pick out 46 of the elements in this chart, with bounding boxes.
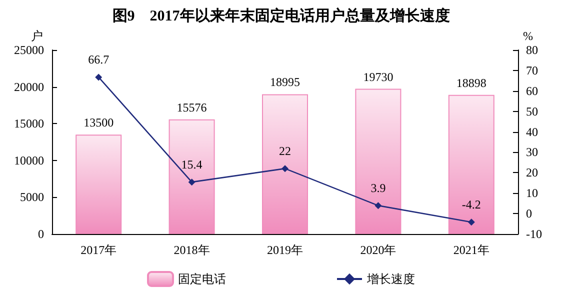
x-tick-label: 2021年	[453, 243, 490, 257]
point	[374, 202, 382, 210]
y-axis-title: 户	[31, 29, 43, 43]
data-label: 18995	[270, 75, 300, 90]
legend-label: 固定电话	[178, 272, 226, 286]
data-label: 15576	[176, 100, 207, 114]
data-label: -4.2	[462, 198, 481, 212]
y-tick-label: 25000	[14, 43, 44, 57]
data-label: 22	[279, 144, 291, 158]
x-tick-label: 2020年	[360, 243, 396, 257]
y2-tick-label: 60	[526, 84, 538, 98]
y-tick-label: 20000	[14, 80, 44, 94]
y2-tick-label: 20	[526, 166, 538, 180]
data-label: 19730	[363, 70, 394, 84]
y2-tick-label: 30	[526, 145, 538, 160]
bar	[76, 134, 122, 234]
y-tick-label: 10000	[14, 153, 44, 168]
point	[188, 178, 196, 186]
y-tick-label: 5000	[20, 190, 44, 204]
point	[468, 218, 475, 226]
data-label: 18898	[456, 76, 486, 90]
data-label: 3.9	[370, 181, 386, 196]
data-label: 66.7	[88, 52, 110, 67]
point	[95, 74, 102, 81]
data-label: 15.4	[181, 158, 202, 172]
y2-tick-label: -10	[526, 227, 542, 241]
y2-tick-label: 40	[526, 124, 538, 139]
bar	[168, 119, 215, 234]
legend-label: 增长速度	[366, 272, 415, 286]
y2-axis-title: %	[523, 29, 533, 43]
x-tick-label: 2018年	[174, 243, 210, 257]
point	[282, 165, 288, 172]
x-tick-label: 2019年	[267, 243, 303, 257]
bar	[448, 94, 494, 234]
y2-tick-label: 0	[526, 206, 532, 221]
y-tick-label: 15000	[14, 116, 44, 131]
bar	[262, 94, 308, 234]
y2-tick-label: 80	[526, 43, 538, 57]
y-tick-label: 0	[38, 227, 44, 241]
bar	[355, 88, 402, 234]
y2-tick-label: 10	[526, 186, 538, 200]
y2-tick-label: 50	[526, 104, 538, 118]
data-label: 13500	[84, 116, 114, 130]
y2-tick-label: 70	[526, 63, 538, 78]
chart-title: 图9 2017年以来年末固定电话用户总量及增长速度	[112, 6, 450, 24]
x-tick-label: 2017年	[80, 243, 117, 257]
